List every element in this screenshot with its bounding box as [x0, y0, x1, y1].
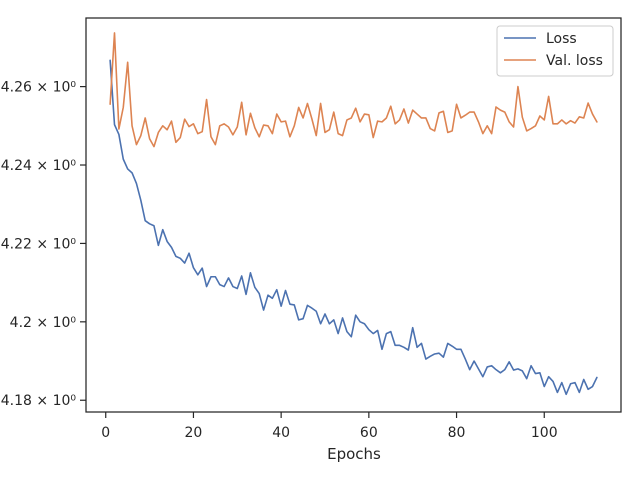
- series-line-val-loss: [109, 32, 598, 148]
- legend-label-val-loss: Val. loss: [546, 53, 603, 69]
- plot-lines: [109, 32, 598, 396]
- x-tick-label: 80: [448, 425, 466, 441]
- y-tick-label: 4.18 × 10⁰: [1, 393, 77, 409]
- x-tick-label: 60: [360, 425, 378, 441]
- x-axis: 0 20 40 60 80 100: [101, 412, 558, 441]
- x-axis-label: Epochs: [327, 445, 381, 463]
- y-tick-label: 4.26 × 10⁰: [1, 80, 77, 96]
- y-tick-label: 4.22 × 10⁰: [1, 236, 77, 252]
- plot-frame: [85, 17, 622, 413]
- y-axis: 4.18 × 10⁰ 4.2 × 10⁰ 4.22 × 10⁰ 4.24 × 10⁰ 4…: [1, 80, 86, 409]
- x-tick-label: 20: [185, 425, 203, 441]
- y-tick-label: 4.2 × 10⁰: [10, 315, 77, 331]
- series-line-loss: [109, 59, 598, 396]
- x-tick-label: 40: [272, 425, 290, 441]
- x-tick-label: 0: [101, 425, 110, 441]
- legend-label-loss: Loss: [546, 31, 577, 47]
- y-tick-label: 4.24 × 10⁰: [1, 158, 77, 174]
- legend: Loss Val. loss: [496, 25, 614, 77]
- x-tick-label: 100: [531, 425, 558, 441]
